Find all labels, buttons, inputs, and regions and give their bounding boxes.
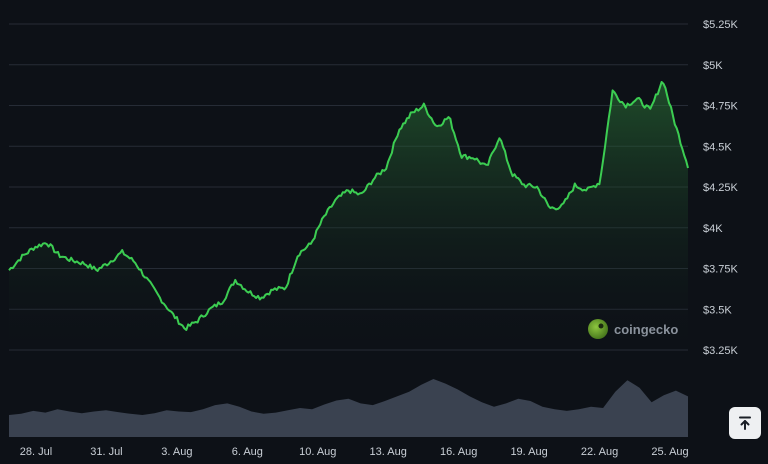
x-tick-label: 19. Aug	[510, 446, 547, 458]
coingecko-logo-icon	[588, 319, 608, 339]
price-series	[8, 81, 689, 350]
x-tick-label: 31. Jul	[90, 446, 122, 458]
y-tick-label: $4.25K	[703, 182, 739, 194]
x-tick-label: 22. Aug	[581, 446, 618, 458]
y-tick-label: $5K	[703, 60, 723, 72]
y-tick-label: $3.75K	[703, 264, 739, 276]
y-tick-label: $5.25K	[703, 19, 739, 31]
volume-series	[9, 379, 688, 437]
y-tick-label: $4.5K	[703, 141, 732, 153]
x-tick-label: 28. Jul	[20, 446, 52, 458]
y-tick-label: $3.25K	[703, 345, 739, 357]
coingecko-watermark: coingecko	[588, 319, 678, 339]
y-tick-label: $4K	[703, 223, 723, 235]
y-axis: $5.25K $5K $4.75K $4.5K $4.25K $4K $3.75K $3.5K…	[703, 19, 739, 357]
x-tick-label: 13. Aug	[370, 446, 407, 458]
arrow-up-to-line-icon	[739, 416, 751, 430]
volume-area	[9, 379, 688, 437]
x-axis: 28. Jul 31. Jul 3. Aug 6. Aug 10. Aug 13. Aug…	[20, 446, 689, 458]
scroll-to-top-button[interactable]	[729, 407, 761, 439]
price-line	[8, 81, 689, 331]
x-tick-label: 25. Aug	[651, 446, 688, 458]
price-area-fill	[9, 82, 688, 350]
x-tick-label: 3. Aug	[161, 446, 192, 458]
y-tick-label: $4.75K	[703, 101, 739, 113]
x-tick-label: 16. Aug	[440, 446, 477, 458]
x-tick-label: 6. Aug	[232, 446, 263, 458]
watermark-text: coingecko	[614, 322, 678, 337]
x-tick-label: 10. Aug	[299, 446, 336, 458]
y-tick-label: $3.5K	[703, 304, 732, 316]
